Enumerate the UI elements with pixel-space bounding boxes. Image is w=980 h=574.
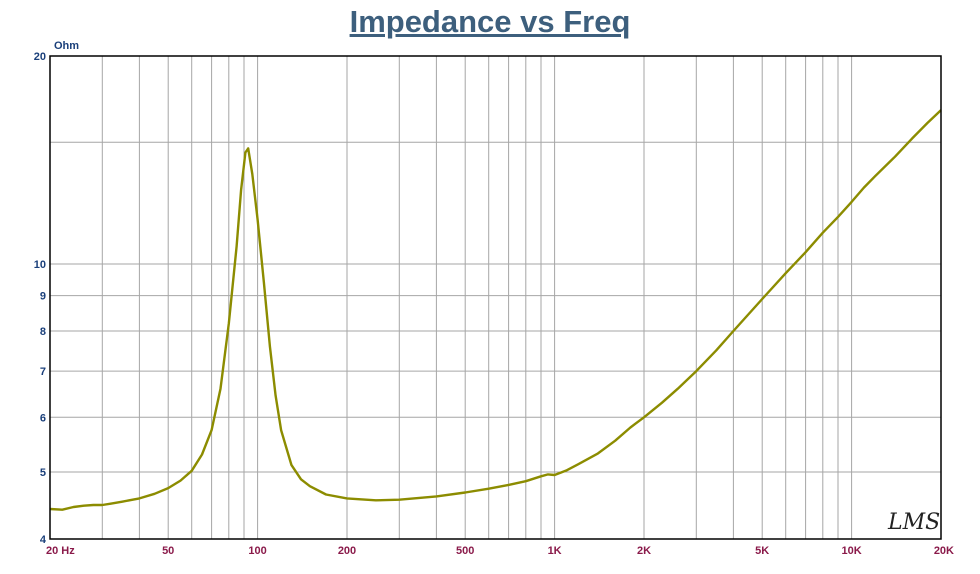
y-unit-label: Ohm (54, 40, 79, 52)
x-tick-label: 20K (934, 545, 954, 557)
series-layer (49, 109, 942, 511)
x-tick-label: 200 (338, 545, 356, 557)
y-tick-label: 8 (40, 326, 46, 338)
grid (49, 55, 942, 540)
y-tick-label: 20 (34, 51, 46, 63)
x-tick-label: 20 Hz (46, 545, 75, 557)
y-tick-label: 10 (34, 259, 46, 271)
y-tick-label: 7 (40, 366, 46, 378)
y-tick-label: 6 (40, 412, 46, 424)
lms-watermark: LMS (887, 510, 940, 535)
x-axis-ticks: 20 Hz 50 100 200 500 1K 2K 5K 10K 20K (46, 545, 954, 557)
y-tick-label: 5 (40, 467, 46, 479)
y-axis-ticks: 20 10 9 8 7 6 5 4 (34, 51, 47, 546)
y-tick-label: 4 (40, 534, 47, 546)
x-tick-label: 10K (842, 545, 862, 557)
impedance-series-line (49, 109, 942, 511)
chart-title: Impedance vs Freq (349, 4, 631, 39)
x-tick-label: 5K (755, 545, 769, 557)
x-tick-label: 50 (162, 545, 174, 557)
x-tick-label: 100 (248, 545, 266, 557)
plot-frame (49, 55, 942, 540)
x-tick-label: 500 (456, 545, 474, 557)
x-tick-label: 2K (637, 545, 651, 557)
x-tick-label: 1K (548, 545, 562, 557)
y-tick-label: 9 (40, 291, 46, 303)
